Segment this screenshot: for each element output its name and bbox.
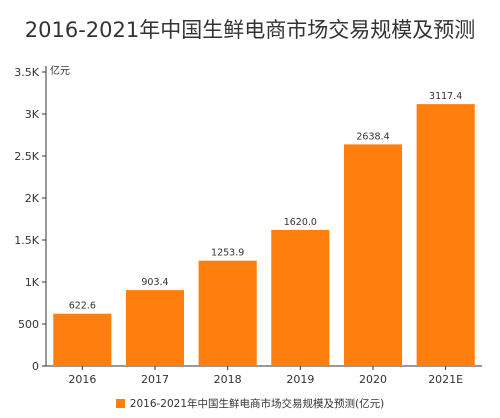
y-tick-label: 2K xyxy=(25,192,40,205)
x-tick-label: 2020 xyxy=(359,373,387,386)
legend-swatch xyxy=(115,399,125,408)
bar-value-label: 1253.9 xyxy=(211,248,244,259)
bar xyxy=(271,229,330,366)
x-tick-label: 2018 xyxy=(214,373,242,386)
bar xyxy=(198,260,257,366)
bar xyxy=(416,104,475,366)
bar-value-label: 1620.0 xyxy=(284,217,317,228)
bar xyxy=(343,144,403,366)
bar xyxy=(53,313,112,366)
y-tick-label: 1K xyxy=(25,276,40,289)
legend-label: 2016-2021年中国生鲜电商市场交易规模及预测(亿元) xyxy=(129,398,385,410)
bar-value-label: 2638.4 xyxy=(356,131,389,142)
chart-title: 2016-2021年中国生鲜电商市场交易规模及预测 xyxy=(24,18,476,42)
y-tick-label: 3K xyxy=(25,108,40,121)
x-tick-label: 2019 xyxy=(286,373,314,386)
bar xyxy=(125,290,185,366)
y-tick-label: 1.5K xyxy=(14,234,39,247)
y-tick-label: 500 xyxy=(18,318,39,331)
bar-value-label: 622.6 xyxy=(69,301,96,312)
x-tick-label: 2021E xyxy=(428,373,463,386)
y-tick-label: 3.5K xyxy=(14,66,39,79)
bar-value-label: 3117.4 xyxy=(429,91,462,102)
x-tick-label: 2016 xyxy=(68,373,96,386)
bar-value-label: 903.4 xyxy=(141,277,168,288)
y-tick-label: 2.5K xyxy=(14,150,39,163)
x-tick-label: 2017 xyxy=(141,373,169,386)
y-axis-unit-label: 亿元 xyxy=(50,66,70,77)
y-tick-label: 0 xyxy=(32,360,39,373)
legend: 2016-2021年中国生鲜电商市场交易规模及预测(亿元) xyxy=(0,396,500,411)
